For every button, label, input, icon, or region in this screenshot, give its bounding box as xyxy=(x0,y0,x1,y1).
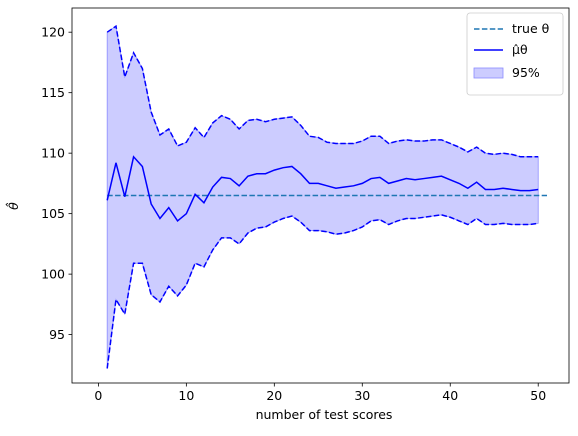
x-tick-label: 40 xyxy=(442,388,458,403)
y-tick-label: 110 xyxy=(41,146,65,161)
x-tick-label: 0 xyxy=(94,388,102,403)
y-tick-label: 100 xyxy=(41,267,65,282)
y-axis-label: θ̂ xyxy=(5,202,21,210)
x-tick-label: 50 xyxy=(530,388,546,403)
axes: 0 10 20 30 40 50 95 100 105 110 115 120 xyxy=(41,7,570,403)
y-tick-label: 120 xyxy=(41,25,65,40)
plot-area xyxy=(106,24,548,369)
axes-frame xyxy=(71,7,570,384)
upper-bound-line xyxy=(106,24,539,158)
legend-label-band: 95% xyxy=(512,65,540,80)
y-tick-label: 105 xyxy=(41,206,65,221)
x-tick-label: 30 xyxy=(354,388,370,403)
legend-label-mean: μ̂θ xyxy=(512,42,528,57)
x-tick-label: 10 xyxy=(178,388,194,403)
x-tick-label: 20 xyxy=(266,388,282,403)
legend-swatch-band xyxy=(473,67,504,79)
mean-estimate-line xyxy=(106,155,539,223)
lower-bound-line xyxy=(106,214,539,369)
legend-label-true-theta: true θ xyxy=(512,21,549,36)
y-tick-label: 95 xyxy=(49,327,65,342)
y-tick-label: 115 xyxy=(41,85,65,100)
legend: true θ μ̂θ 95% xyxy=(466,12,564,96)
x-axis-label: number of test scores xyxy=(256,407,393,422)
